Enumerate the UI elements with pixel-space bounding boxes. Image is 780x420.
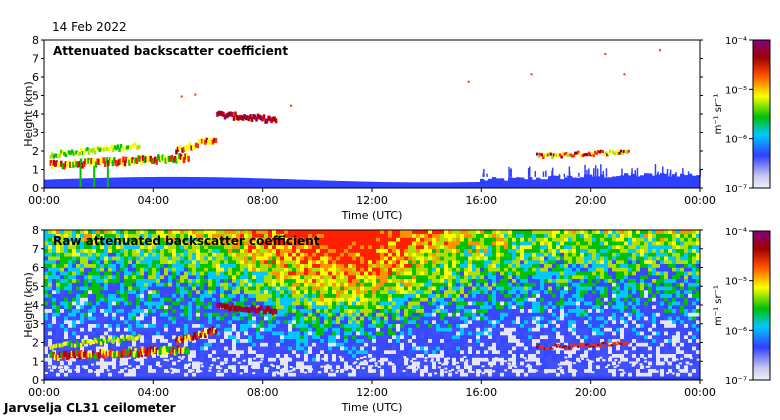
- y-tick-label: 1: [32, 164, 39, 177]
- y-tick-label: 5: [32, 90, 39, 103]
- x-tick-label: 20:00: [575, 386, 607, 399]
- y-tick-label: 4: [32, 108, 39, 121]
- y-axis-label: Height (km): [22, 272, 35, 338]
- y-axis-label: Height (km): [22, 81, 35, 147]
- x-tick-label: 08:00: [247, 194, 279, 207]
- y-tick-label: 3: [32, 318, 39, 331]
- y-tick-label: 6: [32, 71, 39, 84]
- x-tick-label: 08:00: [247, 386, 279, 399]
- colorbar-tick-label: 10⁻⁷: [725, 376, 747, 387]
- x-tick-label: 12:00: [356, 194, 388, 207]
- y-tick-label: 8: [32, 224, 39, 237]
- chart-title: Raw attenuated backscatter coefficient: [53, 234, 320, 248]
- y-tick-label: 6: [32, 262, 39, 275]
- y-tick-label: 0: [32, 374, 39, 387]
- y-tick-label: 4: [32, 299, 39, 312]
- instrument-name: Jarvselja CL31 ceilometer: [4, 401, 176, 415]
- heatmap-area: [44, 230, 701, 381]
- colorbar-tick-label: 10⁻⁷: [725, 184, 747, 195]
- colorbar-tick-label: 10⁻⁴: [725, 227, 747, 238]
- y-tick-label: 8: [32, 34, 39, 47]
- x-tick-label: 04:00: [137, 194, 169, 207]
- y-tick-label: 7: [32, 243, 39, 256]
- panel-2: Raw attenuated backscatter coefficient 0 1…: [22, 224, 771, 414]
- chart-title: Attenuated backscatter coefficient: [53, 44, 288, 58]
- x-tick-label: 00:00: [684, 386, 716, 399]
- y-tick-label: 3: [32, 127, 39, 140]
- colorbar-tick-label: 10⁻⁶: [725, 135, 747, 146]
- panel-1: Attenuated backscatter coefficient 0 1 2 3 4 5…: [22, 34, 771, 222]
- colorbar-tick-label: 10⁻⁶: [725, 326, 747, 337]
- colorbar-tick-label: 10⁻⁴: [725, 36, 747, 47]
- x-tick-label: 20:00: [575, 194, 607, 207]
- colorbar-tick-label: 10⁻⁵: [725, 85, 747, 96]
- x-tick-label: 00:00: [684, 194, 716, 207]
- x-tick-label: 16:00: [465, 194, 497, 207]
- x-tick-label: 00:00: [28, 194, 60, 207]
- y-tick-label: 7: [32, 53, 39, 66]
- y-tick-label: 1: [32, 355, 39, 368]
- colorbar-label: m⁻¹ sr⁻¹: [713, 94, 724, 135]
- colorbar: 10⁻⁷ 10⁻⁶ 10⁻⁵ 10⁻⁴ m⁻¹ sr⁻¹: [713, 227, 771, 387]
- x-axis-label: Time (UTC): [341, 209, 403, 222]
- colorbar-tick-label: 10⁻⁵: [725, 277, 747, 288]
- y-tick-label: 2: [32, 145, 39, 158]
- x-axis-label: Time (UTC): [341, 401, 403, 414]
- x-tick-label: 16:00: [465, 386, 497, 399]
- y-tick-label: 2: [32, 337, 39, 350]
- x-tick-label: 12:00: [356, 386, 388, 399]
- x-tick-label: 00:00: [28, 386, 60, 399]
- colorbar-label: m⁻¹ sr⁻¹: [713, 285, 724, 326]
- chart-date: 14 Feb 2022: [52, 20, 127, 34]
- heatmap-area: [44, 40, 701, 188]
- y-tick-label: 5: [32, 280, 39, 293]
- x-tick-label: 04:00: [137, 386, 169, 399]
- colorbar: 10⁻⁷ 10⁻⁶ 10⁻⁵ 10⁻⁴ m⁻¹ sr⁻¹: [713, 36, 771, 195]
- y-tick-label: 0: [32, 182, 39, 195]
